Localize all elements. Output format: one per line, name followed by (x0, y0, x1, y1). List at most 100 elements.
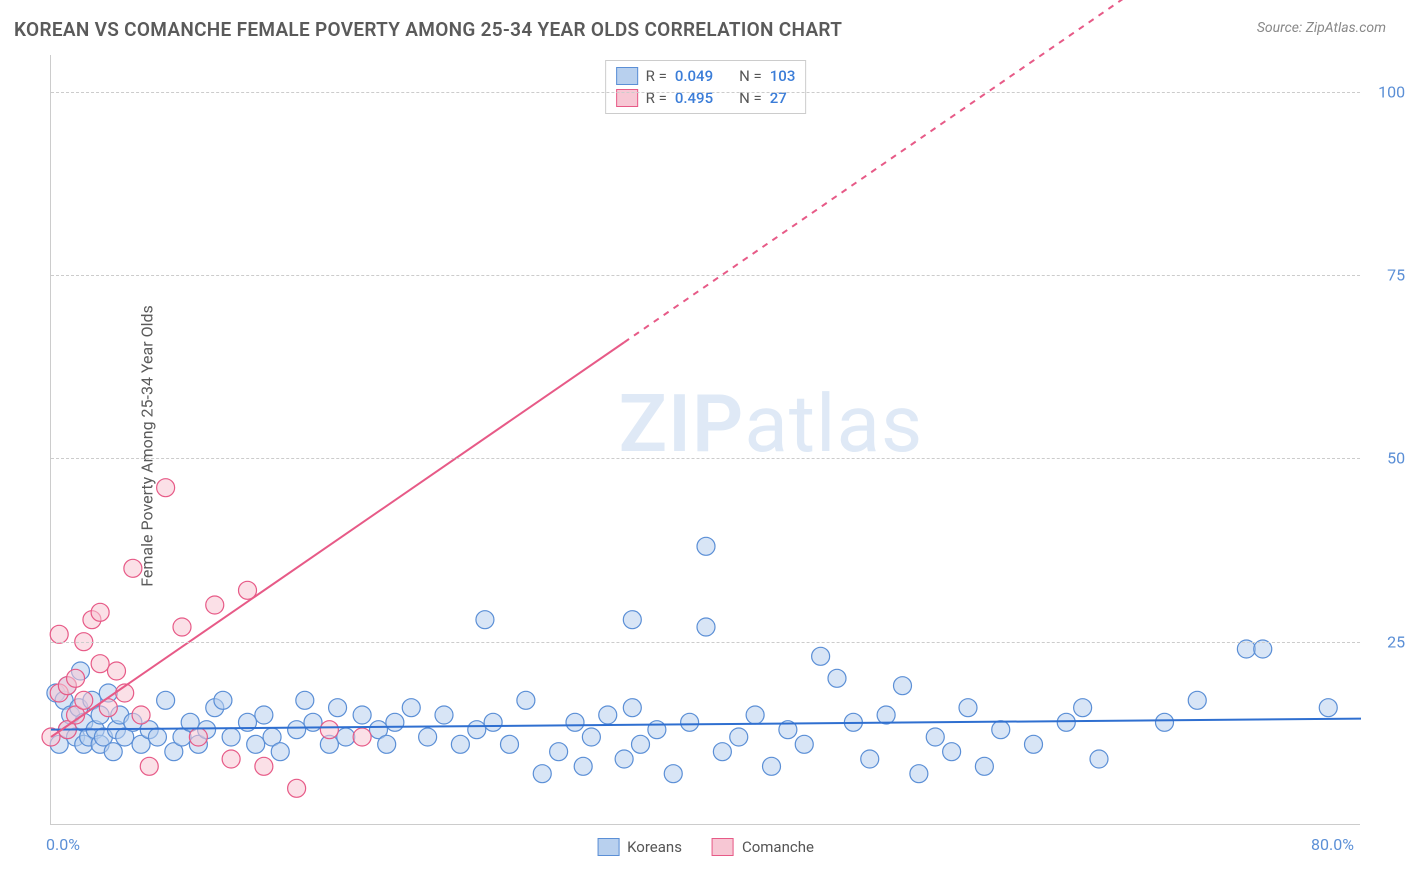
y-tick-label: 25.0% (1387, 632, 1406, 651)
data-point (894, 677, 912, 695)
x-tick-label: 0.0% (46, 835, 80, 854)
data-point (1156, 713, 1174, 731)
gridline (51, 458, 1360, 459)
data-point (435, 706, 453, 724)
data-point (104, 743, 122, 761)
legend-label: Koreans (627, 838, 682, 856)
data-point (623, 699, 641, 717)
data-point (1254, 640, 1272, 658)
data-point (124, 559, 142, 577)
plot-area: ZIPatlas R = 0.049 N = 103 R = 0.495 N =… (50, 55, 1360, 825)
data-point (713, 743, 731, 761)
data-point (132, 706, 150, 724)
data-point (476, 611, 494, 629)
y-tick-label: 75.0% (1387, 266, 1406, 285)
data-point (615, 750, 633, 768)
data-point (566, 713, 584, 731)
data-point (108, 662, 126, 680)
chart-title: KOREAN VS COMANCHE FEMALE POVERTY AMONG … (14, 18, 842, 41)
data-point (451, 735, 469, 753)
legend-swatch (616, 67, 638, 85)
data-point (91, 655, 109, 673)
data-point (378, 735, 396, 753)
data-point (664, 765, 682, 783)
data-point (189, 728, 207, 746)
data-point (206, 596, 224, 614)
data-point (353, 706, 371, 724)
data-point (697, 537, 715, 555)
legend-swatch (712, 838, 734, 856)
legend-r-value: 0.049 (675, 67, 713, 85)
legend-r-label: R = (646, 67, 667, 85)
data-point (419, 728, 437, 746)
legend-item: Comanche (712, 838, 814, 856)
data-point (1057, 713, 1075, 731)
data-point (599, 706, 617, 724)
data-point (91, 603, 109, 621)
y-tick-label: 100.0% (1378, 82, 1406, 101)
data-point (173, 618, 191, 636)
data-point (533, 765, 551, 783)
data-point (304, 713, 322, 731)
data-point (255, 706, 273, 724)
data-point (975, 757, 993, 775)
data-point (632, 735, 650, 753)
gridline (51, 642, 1360, 643)
data-point (812, 647, 830, 665)
data-point (943, 743, 961, 761)
legend-label: Comanche (742, 838, 814, 856)
data-point (910, 765, 928, 783)
data-point (255, 757, 273, 775)
data-point (296, 691, 314, 709)
x-tick-label: 80.0% (1311, 835, 1354, 854)
chart-source: Source: ZipAtlas.com (1257, 20, 1386, 36)
data-point (222, 728, 240, 746)
data-point (67, 669, 85, 687)
data-point (828, 669, 846, 687)
data-point (337, 728, 355, 746)
data-point (1025, 735, 1043, 753)
data-point (648, 721, 666, 739)
data-point (468, 721, 486, 739)
data-point (1319, 699, 1337, 717)
data-point (157, 691, 175, 709)
data-point (1090, 750, 1108, 768)
data-point (795, 735, 813, 753)
plot-svg (51, 55, 1360, 824)
data-point (320, 721, 338, 739)
data-point (681, 713, 699, 731)
data-point (517, 691, 535, 709)
data-point (877, 706, 895, 724)
data-point (353, 728, 371, 746)
legend-row: R = 0.049 N = 103 (616, 65, 796, 87)
data-point (550, 743, 568, 761)
legend-row: R = 0.495 N = 27 (616, 87, 796, 109)
legend-swatch (597, 838, 619, 856)
data-point (730, 728, 748, 746)
legend-item: Koreans (597, 838, 682, 856)
data-point (763, 757, 781, 775)
data-point (697, 618, 715, 636)
data-point (50, 625, 68, 643)
data-point (861, 750, 879, 768)
data-point (271, 743, 289, 761)
data-point (926, 728, 944, 746)
data-point (582, 728, 600, 746)
y-tick-label: 50.0% (1387, 449, 1406, 468)
data-point (386, 713, 404, 731)
data-point (1237, 640, 1255, 658)
data-point (501, 735, 519, 753)
data-point (746, 706, 764, 724)
data-point (402, 699, 420, 717)
data-point (157, 479, 175, 497)
data-point (214, 691, 232, 709)
legend-n-label: N = (739, 67, 762, 85)
legend-correlation: R = 0.049 N = 103 R = 0.495 N = 27 (605, 60, 807, 114)
chart-container: KOREAN VS COMANCHE FEMALE POVERTY AMONG … (0, 0, 1406, 892)
data-point (288, 721, 306, 739)
data-point (1074, 699, 1092, 717)
data-point (484, 713, 502, 731)
gridline (51, 92, 1360, 93)
data-point (140, 757, 158, 775)
data-point (574, 757, 592, 775)
